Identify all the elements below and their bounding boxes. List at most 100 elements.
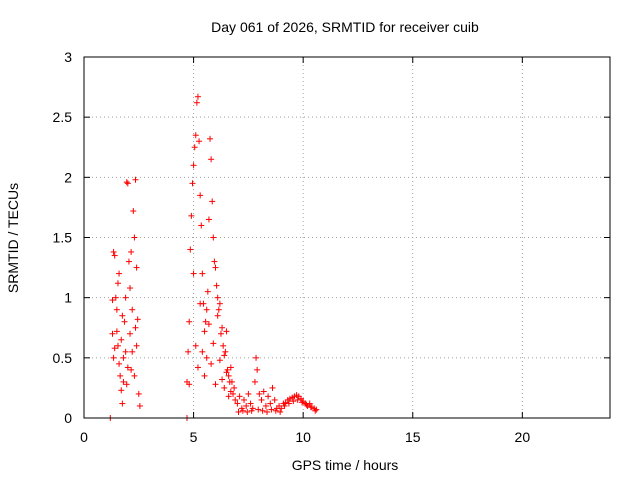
data-point [290,398,297,405]
data-point [124,364,131,371]
y-tick-label: 0 [64,410,72,426]
data-point [205,216,212,223]
data-point [209,198,216,205]
data-point [111,345,118,352]
data-point [127,330,134,337]
data-point [191,144,198,151]
data-point [121,318,128,325]
data-point [132,324,139,331]
data-point [188,212,195,219]
data-point [211,258,218,265]
data-point [235,408,242,415]
x-tick-label: 0 [80,429,88,445]
data-point [213,282,220,289]
data-point [251,378,258,385]
data-point [109,297,116,304]
data-point [214,312,221,319]
data-point [225,393,232,400]
data-point [210,340,217,347]
data-point [197,192,204,199]
data-point [215,306,222,313]
plot-frame [83,56,611,419]
y-tick-label: 2 [64,169,72,185]
data-point [245,390,252,397]
x-tick-label: 20 [515,429,531,445]
data-point [223,328,230,335]
x-tick-label: 10 [295,429,311,445]
data-point [265,393,272,400]
data-point [299,399,306,406]
data-point [119,312,126,319]
y-tick-label: 3 [64,49,72,65]
data-point [133,264,140,271]
data-point [111,252,118,259]
data-point [130,208,137,215]
axis-ticks: 0 5 10 15 20 0 0.5 1 1.5 2 2.5 3 [53,49,610,445]
data-point [285,400,292,407]
data-point [268,406,275,413]
data-point [122,348,129,355]
data-point [199,348,206,355]
data-point [114,342,121,349]
data-point [228,378,235,385]
data-point [132,176,139,183]
data-point [222,348,229,355]
data-point [112,294,119,301]
grid-lines [84,57,610,418]
data-point [272,407,279,414]
data-point [117,372,124,379]
data-point [119,400,126,407]
data-point [214,294,221,301]
data-point [253,354,260,361]
data-point [110,354,117,361]
data-point [240,396,247,403]
data-point [118,336,125,343]
data-point [127,285,134,292]
data-point [203,306,210,313]
data-point [109,330,116,337]
data-point [219,324,226,331]
data-point [110,248,117,255]
chart-title: Day 061 of 2026, SRMTID for receiver cui… [211,19,479,35]
data-point [194,93,201,100]
data-point [193,99,200,106]
data-point [114,280,121,287]
y-axis-label: SRMTID / TECUs [5,183,21,293]
data-point [255,406,262,413]
data-point [201,372,208,379]
data-point [232,396,239,403]
data-point [202,318,209,325]
data-point [123,381,130,388]
data-point [116,360,123,367]
y-tick-label: 1 [64,290,72,306]
data-point [120,354,127,361]
data-point [225,372,232,379]
data-point [194,364,201,371]
data-point [294,396,301,403]
data-point [231,384,238,391]
x-axis-label: GPS time / hours [292,457,399,473]
data-point [203,354,210,361]
data-point [259,407,266,414]
data-point [190,162,197,169]
data-point [267,400,274,407]
data-point [227,388,234,395]
data-point [116,270,123,277]
x-tick-label: 5 [190,429,198,445]
data-point [306,400,313,407]
data-point [124,180,131,187]
data-point [197,300,204,307]
data-points [107,93,320,421]
data-point [205,321,212,328]
data-point [199,270,206,277]
data-point [129,348,136,355]
data-point [264,408,271,415]
data-point [248,407,255,414]
data-point [208,156,215,163]
y-tick-label: 2.5 [53,109,73,125]
data-point [277,408,284,415]
data-point [196,138,203,145]
data-point [278,405,285,412]
